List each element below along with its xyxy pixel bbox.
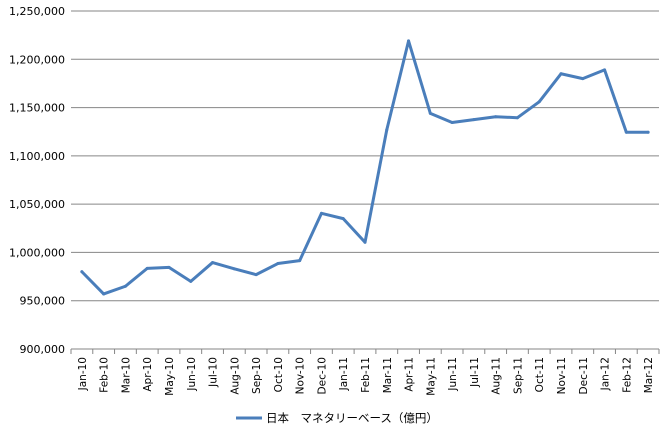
series-line (80, 39, 650, 296)
y-tick-label: 900,000 (20, 343, 66, 356)
data-point (515, 116, 519, 120)
x-tick-label: Nov-11 (556, 357, 568, 394)
y-tick-label: 1,050,000 (9, 198, 65, 211)
legend: 日本 マネタリーベース（億円） (236, 411, 438, 425)
data-point (559, 72, 563, 76)
gridlines (71, 10, 659, 302)
data-point (254, 273, 258, 277)
x-tick-label: Jan-10 (77, 357, 89, 391)
y-tick-label: 1,250,000 (9, 5, 65, 18)
x-tick-label: Jul-11 (469, 357, 481, 388)
legend-label: 日本 マネタリーベース（億円） (266, 411, 438, 425)
data-point (167, 265, 171, 269)
x-tick-label: Feb-10 (99, 357, 111, 393)
data-point (232, 267, 236, 271)
x-tick-label: Jun-11 (447, 357, 459, 392)
data-point (450, 121, 454, 125)
x-tick-label: Feb-11 (360, 357, 372, 393)
x-tick-label: May-10 (164, 357, 176, 396)
series-group (80, 39, 650, 296)
data-point (80, 270, 84, 274)
y-tick-label: 1,150,000 (9, 102, 65, 115)
x-tick-label: Feb-12 (621, 357, 633, 393)
x-tick-label: Sep-10 (251, 357, 263, 394)
data-point (145, 266, 149, 270)
data-point (472, 118, 476, 122)
x-tick-label: May-11 (425, 357, 437, 396)
x-tick-label: Jul-10 (208, 357, 220, 388)
data-point (363, 240, 367, 244)
x-tick-label: Nov-10 (295, 357, 307, 394)
data-point (581, 77, 585, 81)
y-tick-label: 1,200,000 (9, 53, 65, 66)
data-point (276, 262, 280, 266)
x-tick-label: Mar-11 (382, 357, 394, 393)
x-tick-label: Apr-11 (404, 357, 416, 392)
data-point (603, 68, 607, 72)
data-point (102, 292, 106, 296)
x-tick-label: Oct-11 (534, 357, 546, 392)
x-tick-label: Jan-11 (338, 357, 350, 391)
data-point (298, 259, 302, 263)
data-point (494, 115, 498, 119)
y-tick-label: 950,000 (20, 295, 66, 308)
x-tick-label: Dec-10 (316, 357, 328, 394)
x-tick-label: Jan-12 (600, 357, 612, 391)
data-point (319, 211, 323, 215)
data-point (123, 284, 127, 288)
data-point (646, 130, 650, 134)
data-point (341, 217, 345, 221)
x-tick-label: Aug-11 (491, 357, 503, 395)
data-point (189, 279, 193, 283)
x-axis-tick-labels: Jan-10 Feb-10 Mar-10 Apr-10 May-10 Jun-10 Jul-… (70, 349, 660, 396)
x-tick-label: Jun-10 (186, 357, 198, 392)
x-tick-label: Apr-10 (142, 357, 154, 392)
data-point (385, 128, 389, 132)
y-tick-label: 1,000,000 (9, 246, 65, 259)
data-point (211, 261, 215, 265)
x-tick-label: Sep-11 (512, 357, 524, 394)
x-tick-label: Oct-10 (273, 357, 285, 392)
x-tick-label: Mar-12 (643, 357, 655, 393)
y-tick-label: 1,100,000 (9, 150, 65, 163)
x-tick-label: Aug-10 (229, 357, 241, 395)
y-axis-tick-labels: 900,000 950,000 1,000,000 1,050,000 1,100,00… (9, 5, 65, 356)
x-tick-label: Mar-10 (120, 357, 132, 393)
data-point (407, 39, 411, 43)
data-point (428, 111, 432, 115)
x-tick-label: Dec-11 (578, 357, 590, 394)
data-point (624, 130, 628, 134)
data-point (537, 100, 541, 104)
